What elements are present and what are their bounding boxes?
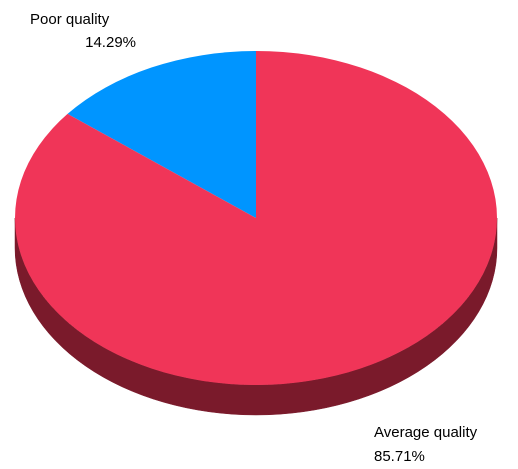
slice-label-average-quality: Average quality xyxy=(374,424,478,441)
slice-percent-average-quality: 85.71% xyxy=(374,448,425,465)
pie-slice-poor-quality xyxy=(67,51,257,218)
pie-slice-average-quality xyxy=(15,50,497,385)
slice-label-poor-quality: Poor quality xyxy=(30,11,110,28)
pie-slices xyxy=(15,50,497,385)
slice-percent-poor-quality: 14.29% xyxy=(85,34,136,51)
